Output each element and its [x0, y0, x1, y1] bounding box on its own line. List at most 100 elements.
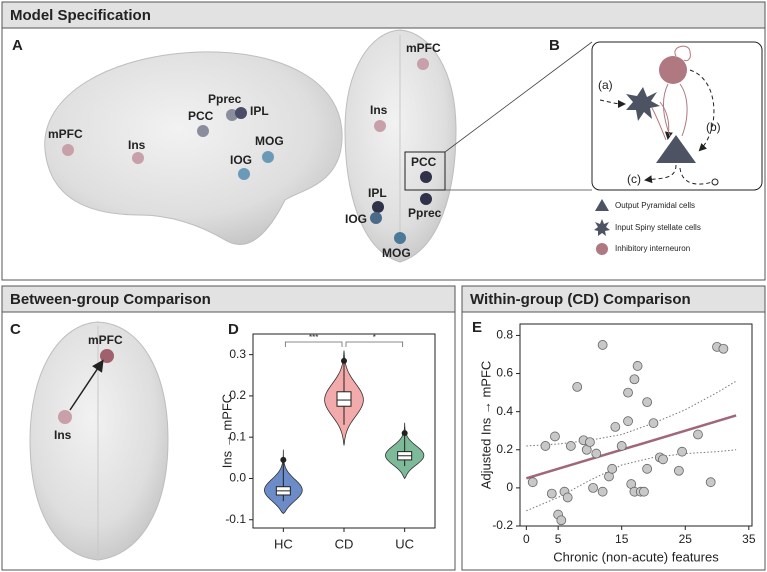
point: [616, 441, 627, 451]
output-c: [644, 164, 677, 184]
region-dot: [62, 144, 74, 156]
x-axis-label: Chronic (non-acute) features: [553, 549, 719, 564]
legend-label: Input Spiny stellate cells: [615, 223, 701, 232]
point: [674, 465, 684, 476]
x-tick-label: UC: [395, 536, 414, 551]
region-dot: [262, 151, 274, 163]
ci-upper: [526, 380, 737, 447]
x-tick-label: 15: [615, 532, 629, 546]
y-tick-label: 0.0: [229, 471, 246, 485]
point: [562, 492, 573, 503]
region-dot: [235, 107, 247, 119]
point: [648, 418, 659, 428]
panel-letter: A: [12, 37, 23, 54]
input-b: [689, 69, 715, 152]
point: [693, 429, 703, 440]
x-tick-label: 25: [679, 532, 693, 546]
panel-header: [461, 285, 766, 313]
point: [610, 422, 621, 432]
region-label: IOG: [345, 212, 367, 226]
interneuron: [659, 56, 687, 84]
point: [677, 446, 687, 457]
brain-axial: [29, 321, 169, 561]
region-dot: [417, 58, 429, 70]
x-tick-label: 5: [555, 532, 562, 546]
significance-label: *: [373, 333, 376, 342]
path-label: (b): [706, 120, 721, 134]
point: [629, 374, 640, 385]
region-dot: [58, 410, 72, 424]
x-tick-label: CD: [335, 536, 354, 551]
whisker-end: [280, 456, 287, 463]
terminal: [711, 178, 719, 186]
region-label: Ins: [128, 138, 146, 152]
point: [705, 477, 716, 488]
ci-lower: [526, 449, 737, 512]
panel-title: Model Specification: [10, 7, 151, 24]
point: [623, 387, 633, 398]
panel-letter: B: [549, 37, 560, 54]
region-label: Pprec: [408, 206, 442, 220]
legend-symbol: [595, 199, 609, 211]
circuit-box: [591, 41, 763, 191]
region-dot: [226, 109, 238, 121]
fit-line: [525, 414, 737, 480]
path-label: (a): [598, 78, 613, 92]
y-tick-label: -0.2: [492, 518, 513, 532]
box: [336, 391, 352, 407]
y-tick-label: 0.2: [229, 388, 246, 402]
x-tick-label: 35: [742, 532, 756, 546]
whisker-end: [401, 430, 408, 437]
y-tick-label: 0.4: [496, 404, 513, 418]
y-tick-label: 0.1: [229, 429, 246, 443]
point: [540, 441, 551, 451]
connection: [651, 107, 667, 141]
connection: [663, 83, 671, 137]
point: [591, 448, 602, 459]
x-tick-label: HC: [274, 536, 293, 551]
region-dot: [238, 168, 250, 180]
region-label: PCC: [411, 155, 437, 169]
point: [550, 431, 560, 442]
region-label: MOG: [255, 134, 284, 148]
panel-title: Between-group Comparison: [10, 291, 211, 308]
connection: [659, 101, 673, 140]
y-axis-label: Adjusted Ins → mPFC: [478, 361, 493, 490]
region-label: IPL: [368, 186, 387, 200]
point: [597, 340, 608, 350]
point: [632, 361, 643, 371]
point: [572, 381, 583, 392]
legend-symbol: [596, 243, 608, 255]
panel-letter: C: [10, 321, 21, 338]
pyramidal: [656, 135, 696, 163]
region-dot: [372, 201, 384, 213]
point: [585, 437, 595, 448]
region-label: PCC: [188, 109, 214, 123]
input-a: [599, 99, 626, 108]
y-tick-label: 0: [506, 480, 513, 494]
legend-label: Inhibitory interneuron: [615, 244, 690, 253]
region-dot: [132, 152, 144, 164]
point: [565, 441, 576, 451]
point: [639, 486, 649, 497]
region-dot: [420, 171, 432, 183]
point: [588, 482, 598, 493]
point: [623, 416, 633, 427]
connection-arrow: [69, 359, 104, 411]
plot-frame: [519, 323, 753, 527]
panel-title: Within-group (CD) Comparison: [470, 291, 691, 308]
region-label: Ins: [370, 103, 388, 117]
panel-header: [1, 285, 456, 313]
region-label: IOG: [230, 153, 252, 167]
region-dot: [197, 125, 209, 137]
region-dot: [420, 193, 432, 205]
region-label: mPFC: [88, 333, 123, 347]
whisker-end: [341, 357, 347, 364]
y-tick-label: 0.3: [229, 347, 246, 361]
region-label: mPFC: [48, 127, 83, 141]
point: [642, 463, 653, 474]
output-c: [679, 167, 713, 185]
connection: [679, 83, 688, 137]
point: [658, 454, 668, 465]
